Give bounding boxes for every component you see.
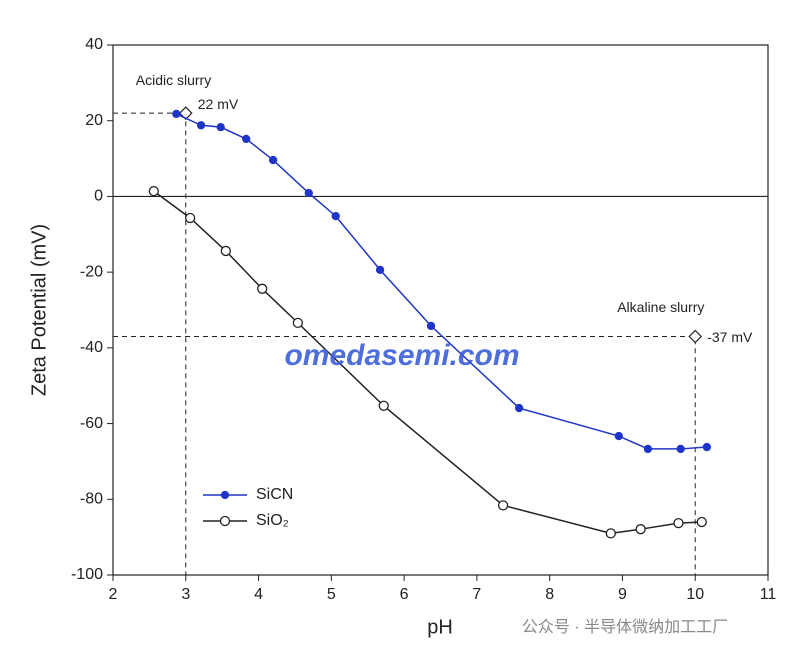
y-tick-label: -80	[80, 491, 103, 508]
annotation-title: Alkaline slurry	[617, 299, 704, 315]
x-tick-label: 5	[327, 586, 336, 603]
data-point	[605, 528, 616, 539]
data-point	[196, 121, 206, 130]
annotation-value: -37 mV	[707, 329, 753, 345]
data-point	[148, 185, 159, 197]
watermark: 公众号 · 半导体微纳加工工厂	[522, 618, 728, 636]
annotation-value: 22 mV	[198, 96, 239, 112]
legend-marker	[220, 490, 230, 500]
data-point	[331, 211, 340, 221]
legend-label: SiO₂	[256, 512, 289, 529]
y-tick-label: -40	[80, 339, 103, 356]
x-tick-label: 2	[109, 586, 118, 603]
y-tick-label: -100	[71, 566, 103, 583]
y-tick-label: -60	[80, 415, 103, 432]
x-tick-label: 8	[545, 586, 554, 603]
x-tick-label: 7	[472, 586, 481, 603]
x-tick-label: 10	[686, 586, 704, 603]
guide-line	[113, 336, 696, 575]
data-point	[635, 524, 646, 535]
data-point	[304, 188, 313, 198]
x-axis-label: pH	[427, 616, 453, 638]
annotation-marker	[688, 329, 703, 344]
y-tick-label: 40	[85, 36, 103, 53]
x-tick-label: 11	[760, 586, 777, 603]
y-tick-label: 20	[85, 112, 103, 129]
y-axis-label: Zeta Potential (mV)	[28, 224, 50, 396]
data-point	[292, 317, 304, 329]
data-point	[696, 516, 707, 528]
data-point	[643, 444, 653, 454]
data-point	[614, 431, 623, 441]
guide-line	[113, 112, 187, 575]
y-tick-label: 0	[94, 188, 103, 205]
annotation-title: Acidic slurry	[136, 72, 211, 88]
x-tick-label: 4	[254, 586, 263, 603]
data-point	[375, 265, 385, 275]
data-point	[673, 517, 684, 529]
data-point	[257, 283, 268, 294]
legend-label: SiCN	[256, 486, 293, 503]
series-line	[176, 113, 707, 450]
watermark: omedasemi.com	[284, 339, 519, 372]
x-tick-label: 9	[618, 586, 627, 603]
data-point	[242, 134, 251, 144]
y-tick-label: -20	[80, 263, 103, 280]
data-point	[184, 212, 196, 224]
data-point	[702, 442, 712, 452]
data-point	[676, 444, 685, 454]
data-point	[378, 400, 389, 411]
x-tick-label: 6	[400, 586, 409, 603]
data-point	[172, 109, 181, 119]
data-point	[514, 403, 524, 413]
annotation-marker	[178, 106, 193, 120]
data-point	[220, 245, 231, 257]
data-point	[497, 500, 509, 511]
plot-frame	[112, 44, 769, 576]
data-point	[268, 155, 278, 165]
data-point	[426, 321, 436, 331]
legend-marker	[219, 515, 231, 527]
x-tick-label: 3	[181, 586, 190, 603]
data-point	[216, 123, 225, 132]
